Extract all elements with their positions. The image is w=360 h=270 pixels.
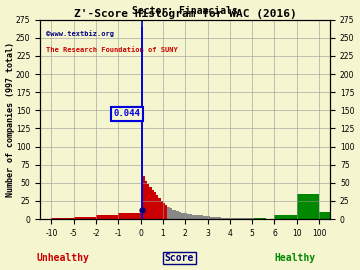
- Bar: [259, 218, 261, 219]
- Y-axis label: Number of companies (997 total): Number of companies (997 total): [5, 42, 14, 197]
- Title: Z'-Score Histogram for WAC (2016): Z'-Score Histogram for WAC (2016): [74, 9, 297, 19]
- Bar: [261, 218, 263, 219]
- Bar: [319, 212, 341, 219]
- Bar: [145, 181, 147, 219]
- Bar: [225, 218, 228, 219]
- Bar: [237, 218, 239, 219]
- Bar: [250, 218, 252, 219]
- Bar: [205, 216, 207, 219]
- Bar: [176, 211, 179, 219]
- Text: The Research Foundation of SUNY: The Research Foundation of SUNY: [46, 47, 178, 53]
- Bar: [140, 27, 143, 219]
- Bar: [192, 215, 194, 219]
- Bar: [156, 195, 158, 219]
- Text: 0.044: 0.044: [114, 109, 141, 119]
- Bar: [243, 218, 246, 219]
- Bar: [201, 215, 203, 219]
- Bar: [263, 218, 266, 219]
- Bar: [274, 215, 297, 219]
- Text: ©www.textbiz.org: ©www.textbiz.org: [46, 30, 114, 37]
- Bar: [183, 213, 185, 219]
- Bar: [248, 218, 250, 219]
- Bar: [165, 205, 167, 219]
- Bar: [190, 214, 192, 219]
- Bar: [255, 218, 257, 219]
- Bar: [143, 176, 145, 219]
- Bar: [158, 198, 161, 219]
- Bar: [223, 218, 225, 219]
- Bar: [199, 215, 201, 219]
- Bar: [210, 217, 212, 219]
- Bar: [196, 215, 199, 219]
- Bar: [118, 213, 140, 219]
- Bar: [163, 203, 165, 219]
- Bar: [170, 208, 172, 219]
- Bar: [152, 190, 154, 219]
- Bar: [174, 210, 176, 219]
- Bar: [221, 218, 223, 219]
- Bar: [216, 217, 219, 219]
- Bar: [257, 218, 259, 219]
- Bar: [154, 192, 156, 219]
- Bar: [228, 218, 230, 219]
- Bar: [188, 214, 190, 219]
- Bar: [96, 215, 118, 219]
- Bar: [74, 217, 96, 219]
- Bar: [214, 217, 216, 219]
- Bar: [149, 187, 152, 219]
- Bar: [51, 218, 74, 219]
- Text: Unhealthy: Unhealthy: [37, 253, 90, 263]
- Text: Healthy: Healthy: [275, 253, 316, 263]
- Bar: [234, 218, 237, 219]
- Bar: [167, 207, 170, 219]
- Text: Sector: Financials: Sector: Financials: [132, 6, 238, 16]
- Text: Score: Score: [165, 253, 194, 263]
- Bar: [181, 212, 183, 219]
- Bar: [241, 218, 243, 219]
- Bar: [203, 216, 205, 219]
- Bar: [179, 212, 181, 219]
- Bar: [172, 210, 174, 219]
- Bar: [147, 184, 149, 219]
- Bar: [232, 218, 234, 219]
- Bar: [252, 218, 255, 219]
- Bar: [239, 218, 241, 219]
- Bar: [219, 217, 221, 219]
- Bar: [246, 218, 248, 219]
- Bar: [194, 215, 196, 219]
- Bar: [161, 201, 163, 219]
- Bar: [212, 217, 214, 219]
- Bar: [230, 218, 232, 219]
- Bar: [207, 216, 210, 219]
- Bar: [185, 213, 188, 219]
- Bar: [297, 194, 319, 219]
